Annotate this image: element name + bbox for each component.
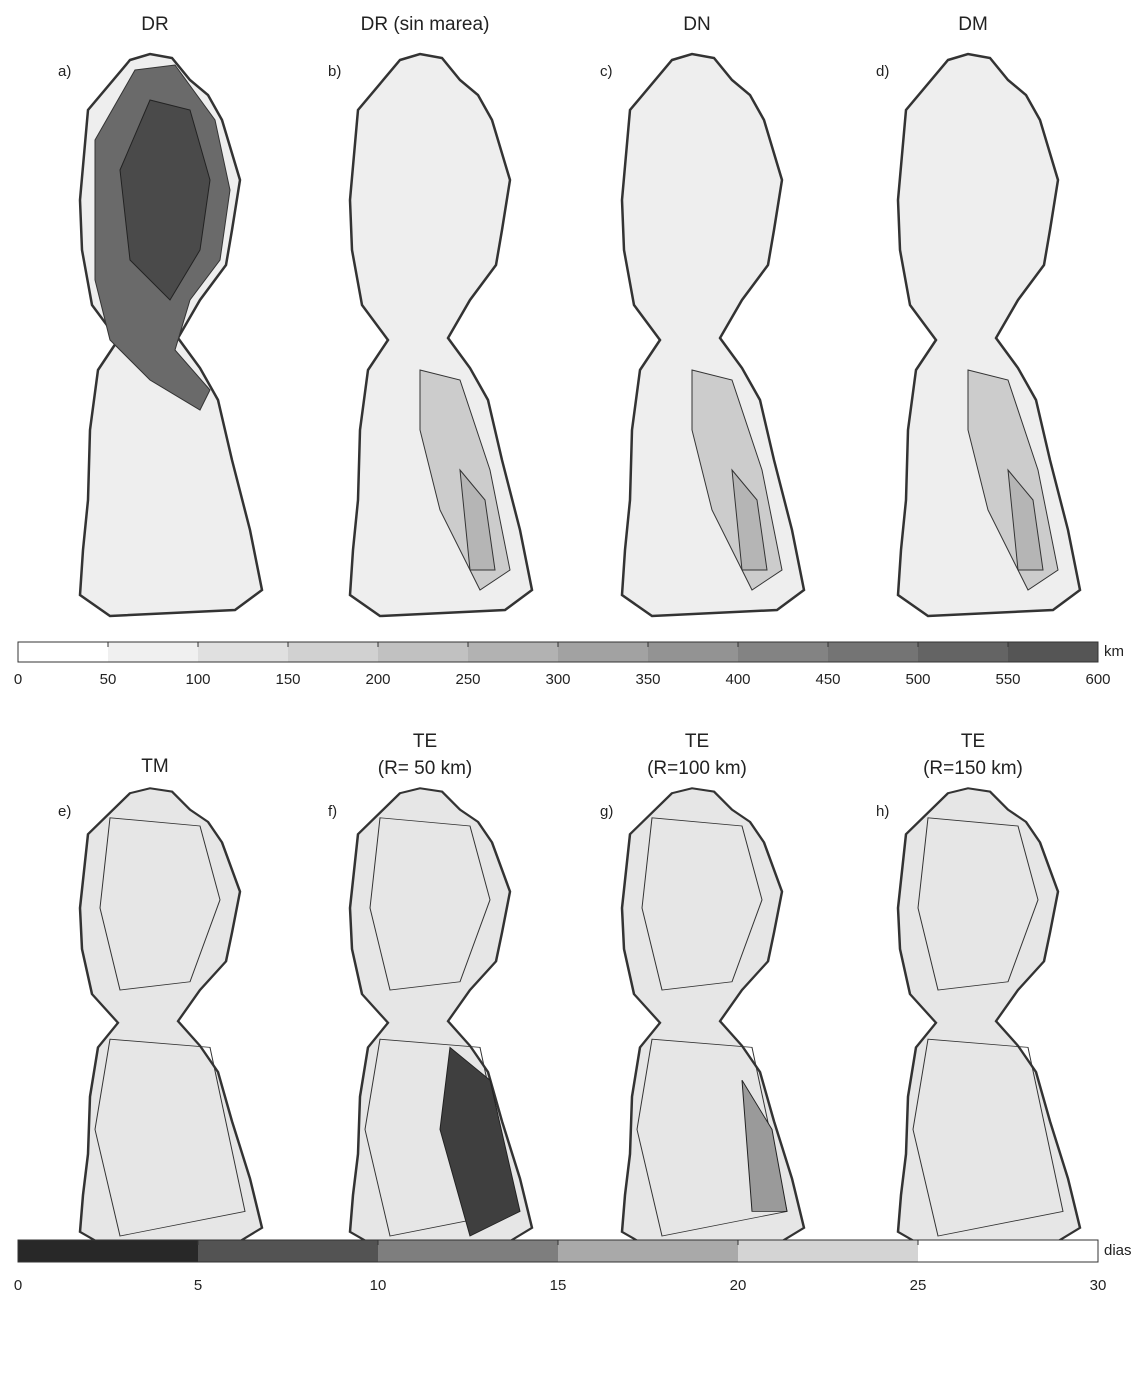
colorbar-tick-label: 300 [545,671,570,688]
panel-label: d) [876,63,889,80]
colorbar-tick-label: 30 [1090,1277,1107,1294]
colorbar-segment [738,642,828,662]
colorbar-tick-label: 25 [910,1277,927,1294]
colorbar-segment [918,642,1008,662]
contour-map [80,788,262,1250]
contour-map [898,54,1080,616]
panel-title: TE [413,731,437,752]
colorbar-tick-label: 500 [905,671,930,688]
colorbar-tick-label: 450 [815,671,840,688]
figure: DR a) DR (sin marea) b) DN c) DM d) TM e) TE (R= 50… [0,0,1148,1376]
contour-map [350,788,532,1250]
colorbar-tick-label: 0 [14,1277,22,1294]
colorbar-tick-label: 250 [455,671,480,688]
colorbar-tick-label: 400 [725,671,750,688]
colorbar-tick-label: 0 [14,671,22,688]
colorbar-segment [288,642,378,662]
panel-title: DR [141,14,168,35]
panel-label: b) [328,63,341,80]
panel-title: (R=150 km) [923,758,1023,779]
colorbar-tick-label: 150 [275,671,300,688]
contour-map [622,54,804,616]
colorbar-tick-label: 10 [370,1277,387,1294]
panel-label: e) [58,803,71,820]
contour-map [350,54,532,616]
colorbar-tick-label: 200 [365,671,390,688]
colorbar-tick-label: 5 [194,1277,202,1294]
colorbar-segment [648,642,738,662]
colorbar-tick-label: 100 [185,671,210,688]
colorbar-segment [18,642,108,662]
map-fill [350,54,532,616]
colorbar-segment [468,642,558,662]
colorbar-segment [18,1240,198,1262]
colorbar-segment [828,642,918,662]
panel-label: f) [328,803,337,820]
colorbar-segment [378,1240,558,1262]
colorbar-unit: dias [1104,1242,1132,1259]
colorbar-segment [198,1240,378,1262]
colorbar-segment [1008,642,1098,662]
panel-label: h) [876,803,889,820]
panel-title: TM [141,756,168,777]
panel-title: TE [961,731,985,752]
colorbar-segment [378,642,468,662]
colorbar-segment [198,642,288,662]
panel-title: TE [685,731,709,752]
panel-label: g) [600,803,613,820]
colorbar-segment [918,1240,1098,1262]
panel-title: DR (sin marea) [361,14,490,35]
colorbar-segment [738,1240,918,1262]
colorbar-tick-label: 50 [100,671,117,688]
colorbar-segment [558,642,648,662]
panel-title: (R= 50 km) [378,758,473,779]
contour-map [898,788,1080,1250]
panel-label: c) [600,63,613,80]
colorbar-unit: km [1104,643,1124,660]
colorbar-segment [108,642,198,662]
panel-title: (R=100 km) [647,758,747,779]
colorbar-tick-label: 600 [1085,671,1110,688]
panel-title: DN [683,14,710,35]
colorbar-segment [558,1240,738,1262]
map-fill [898,54,1080,616]
colorbar-tick-label: 20 [730,1277,747,1294]
colorbar-tick-label: 550 [995,671,1020,688]
colorbar-tick-label: 15 [550,1277,567,1294]
panel-title: DM [958,14,988,35]
contour-map [80,54,262,616]
colorbar-tick-label: 350 [635,671,660,688]
contour-map [622,788,804,1250]
panel-label: a) [58,63,71,80]
map-fill [622,54,804,616]
